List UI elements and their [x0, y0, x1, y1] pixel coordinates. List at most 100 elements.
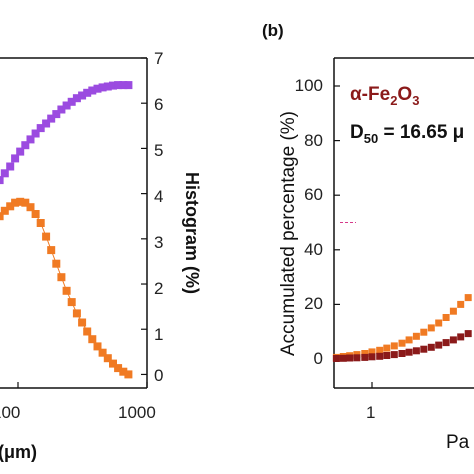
- panel-a-series-histogram: [0, 197, 133, 379]
- panel-a-ytick-label: 0: [154, 366, 163, 385]
- panel-a-cumulative-point: [16, 147, 25, 156]
- panel-b-label: (b): [262, 21, 284, 40]
- panel-a-histogram-point: [26, 203, 35, 212]
- panel-b-darkred-point: [361, 353, 369, 361]
- panel-a-cumulative-point: [88, 86, 97, 95]
- panel-b-orange-point: [383, 344, 391, 352]
- panel-b-left-tick-labels: 100 80 60 40 20 0: [295, 76, 323, 368]
- panel-a-ytick-label: 4: [154, 187, 163, 206]
- panel-b-orange-point: [427, 324, 435, 332]
- panel-a-series-cumulative: [0, 81, 133, 185]
- panel-b-y-axis-title: Accumulated percentage (%): [278, 111, 299, 356]
- panel-b-orange-point: [420, 328, 428, 336]
- panel-a-histogram-point: [0, 212, 4, 221]
- panel-a-tick-marks: [17, 57, 148, 388]
- panel-a-cumulative-point: [36, 124, 45, 133]
- panel-b-darkred-point: [332, 355, 340, 362]
- panel-b-darkred-point: [398, 350, 406, 357]
- panel-b-d50-label: D50 = 16.65 μ: [350, 122, 464, 146]
- panel-a-histogram-point: [88, 335, 97, 344]
- panel-a-cumulative-point: [83, 88, 92, 97]
- panel-b-darkred-point: [390, 351, 398, 359]
- panel-a-cumulative-point: [26, 135, 35, 144]
- panel-a-histogram-point: [52, 259, 61, 268]
- panel-a-histogram-point: [119, 367, 128, 376]
- panel-a-cumulative-point: [109, 81, 117, 90]
- panel-a-ytick-label: 2: [154, 279, 163, 298]
- panel-b-series-darkred: [332, 330, 472, 362]
- panel-b-ytick-label: 40: [304, 240, 323, 259]
- panel-a-cumulative-point: [31, 129, 40, 138]
- panel-a-histogram-point: [16, 197, 25, 206]
- panel-b-darkred-point: [420, 345, 428, 353]
- panel-a-histogram-point: [62, 286, 71, 295]
- panel-b-orange-point: [361, 350, 369, 357]
- panel-a-cumulative-point: [62, 101, 71, 110]
- panel-a-histogram-point: [109, 359, 117, 368]
- panel-a-cumulative-point: [57, 105, 66, 114]
- panel-a-histogram-point: [93, 342, 102, 351]
- panel-a-right-tick-labels: 7 6 5 4 3 2 1 0: [154, 49, 163, 385]
- panel-a-histogram-point: [21, 198, 30, 207]
- panel-a: 7 6 5 4 3 2 1 0 Histogram (%) 100 1000 (…: [0, 49, 202, 462]
- panel-a-histogram-point: [103, 354, 112, 363]
- panel-b-ytick-label: 80: [304, 131, 323, 150]
- panel-b-formula-label: α-Fe2O3: [350, 84, 419, 108]
- panel-b-darkred-point: [457, 333, 465, 341]
- panel-b: (b) 100 80 60 40 20 0 Accumulated percen…: [262, 21, 474, 453]
- panel-a-cumulative-point: [114, 81, 123, 90]
- panel-a-cumulative-point: [98, 83, 107, 92]
- panel-a-histogram-point: [67, 298, 76, 307]
- panel-b-orange-point: [442, 314, 450, 321]
- panel-a-histogram-point: [83, 327, 92, 336]
- panel-b-darkred-point: [339, 354, 347, 362]
- panel-a-histogram-point: [31, 210, 40, 218]
- panel-b-ytick-label: 20: [304, 294, 323, 313]
- panel-a-cumulative-point: [6, 162, 15, 171]
- panel-b-darkred-point: [368, 353, 376, 361]
- panel-b-orange-point: [368, 348, 376, 356]
- panel-a-histogram-point: [6, 202, 15, 211]
- panel-a-histogram-point: [57, 273, 66, 282]
- panel-a-cumulative-point: [72, 94, 81, 103]
- panel-a-xtick-label: 100: [0, 403, 20, 422]
- panel-b-darkred-point: [383, 352, 391, 359]
- panel-a-cumulative-point: [124, 81, 133, 90]
- panel-b-xtick-label: 1: [366, 403, 375, 422]
- panel-a-histogram-point: [11, 198, 20, 207]
- panel-a-histogram-point: [114, 364, 123, 373]
- panel-a-cumulative-point: [67, 97, 76, 106]
- panel-a-x-axis-title: (μm): [0, 442, 37, 462]
- panel-b-darkred-point: [427, 343, 435, 351]
- panel-a-ytick-label: 1: [154, 325, 163, 344]
- panel-a-cumulative-point: [47, 114, 56, 123]
- panel-a-cumulative-point: [78, 91, 87, 100]
- panel-b-orange-point: [405, 336, 413, 344]
- panel-b-orange-point: [412, 332, 420, 340]
- panel-b-darkred-point: [435, 341, 443, 349]
- panel-b-ytick-label: 0: [314, 349, 323, 368]
- panel-a-ytick-label: 3: [154, 233, 163, 252]
- panel-b-ytick-label: 100: [295, 76, 323, 95]
- panel-b-darkred-point: [353, 354, 361, 362]
- panel-a-histogram-point: [124, 370, 133, 379]
- panel-b-ytick-label: 60: [304, 185, 323, 204]
- panel-a-right-axis-title: Histogram (%): [182, 172, 202, 294]
- panel-a-ytick-label: 6: [154, 95, 163, 114]
- panel-a-cumulative-point: [52, 110, 61, 119]
- panel-b-orange-point: [435, 319, 443, 327]
- panel-b-darkred-point: [405, 348, 413, 356]
- panel-a-cumulative-point: [119, 81, 128, 90]
- panel-a-cumulative-point: [42, 119, 51, 128]
- panel-b-darkred-point: [464, 330, 472, 338]
- panel-a-cumulative-point: [21, 141, 30, 150]
- panel-a-cumulative-point: [103, 82, 112, 91]
- panel-b-darkred-point: [449, 336, 457, 344]
- panel-b-x-axis-title: Pa: [446, 432, 470, 453]
- panel-a-histogram-point: [0, 206, 9, 215]
- panel-a-histogram-point: [72, 309, 81, 318]
- panel-b-orange-point: [449, 307, 457, 315]
- panel-a-histogram-point: [36, 219, 45, 227]
- panel-b-darkred-point: [412, 347, 420, 355]
